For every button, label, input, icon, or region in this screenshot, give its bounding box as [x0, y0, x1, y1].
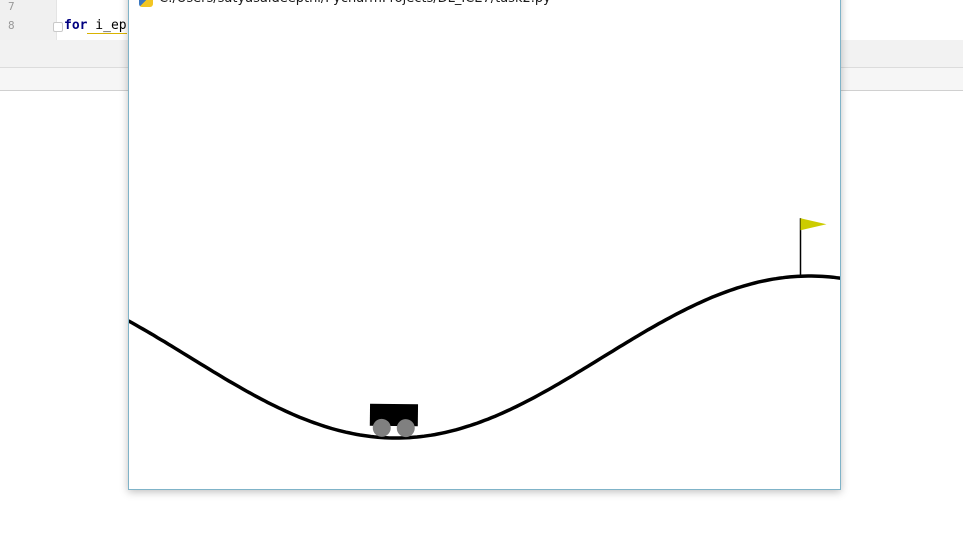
python-app-icon — [139, 0, 153, 7]
close-button[interactable]: ✕ — [799, 0, 829, 9]
window-titlebar[interactable]: C:/Users/satyasaideepthi/PycharmProjects… — [129, 0, 840, 9]
game-canvas — [129, 218, 840, 440]
game-window[interactable]: C:/Users/satyasaideepthi/PycharmProjects… — [128, 0, 841, 490]
fold-marker-icon[interactable] — [53, 22, 63, 32]
code-keyword: for — [64, 18, 88, 33]
window-title: C:/Users/satyasaideepthi/PycharmProjects… — [159, 0, 551, 6]
car-wheel-back — [372, 418, 391, 437]
goal-flag — [800, 218, 827, 231]
mountain-track — [129, 274, 840, 440]
line-number: 7 — [8, 0, 15, 13]
code-line[interactable]: for i_ep — [64, 18, 127, 34]
car — [369, 403, 419, 438]
line-number: 8 — [8, 19, 15, 32]
minimize-button[interactable]: — — [743, 0, 773, 9]
editor-gutter: 7 8 — [0, 0, 57, 40]
code-identifier: i_ep — [87, 18, 127, 34]
car-wheel-front — [396, 419, 415, 438]
